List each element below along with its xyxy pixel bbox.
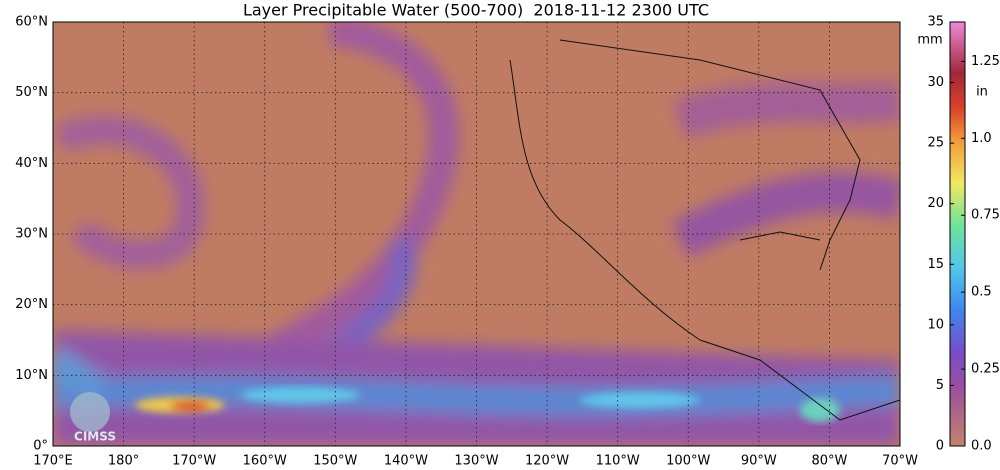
mm-tick-label: 35: [927, 15, 944, 30]
mm-tick-label: 20: [927, 196, 944, 211]
lon-label: 120°W: [525, 454, 569, 469]
moisture-field: [53, 22, 900, 446]
lon-label: 100°W: [666, 454, 710, 469]
lat-label: 60°N: [15, 15, 48, 30]
moisture-peaks: [135, 387, 840, 422]
mm-tick-label: 10: [927, 317, 944, 332]
colorbar-unit-in: in: [976, 85, 988, 100]
in-tick-label: 0.5: [971, 285, 992, 300]
in-tick-label: 0.75: [971, 208, 1000, 223]
lat-label: 30°N: [15, 227, 48, 242]
lat-label: 0°: [33, 439, 48, 454]
mm-tick-label: 25: [927, 136, 944, 151]
lon-label: 170°E: [33, 454, 73, 469]
lat-label: 40°N: [15, 156, 48, 171]
mm-tick-label: 5: [936, 378, 944, 393]
lon-label: 180°: [108, 454, 139, 469]
colorbar: [949, 21, 966, 447]
title: Layer Precipitable Water (500-700) 2018-…: [243, 1, 709, 20]
lon-label: 110°W: [596, 454, 640, 469]
map-frame: [52, 21, 901, 447]
lon-label: 80°W: [811, 454, 847, 469]
mm-tick-label: 15: [927, 257, 944, 272]
lat-label: 10°N: [15, 368, 48, 383]
lon-label: 150°W: [313, 454, 357, 469]
lon-label: 170°W: [172, 454, 216, 469]
lon-label: 130°W: [454, 454, 498, 469]
logo: CIMSS: [70, 392, 116, 444]
lat-label: 50°N: [15, 85, 48, 100]
lat-label: 20°N: [15, 297, 48, 312]
colorbar-unit-mm: mm: [917, 33, 942, 48]
lon-label: 70°W: [882, 454, 918, 469]
in-tick-label: 1.0: [971, 131, 992, 146]
lon-label: 90°W: [741, 454, 777, 469]
lon-label: 140°W: [384, 454, 428, 469]
in-tick-label: 0.25: [971, 362, 1000, 377]
logo-text: CIMSS: [74, 430, 116, 444]
mm-tick-label: 0: [936, 439, 944, 454]
map: [53, 22, 900, 446]
mm-tick-label: 30: [927, 75, 944, 90]
coastline: [509, 39, 900, 421]
lon-label: 160°W: [243, 454, 287, 469]
in-tick-label: 0.0: [971, 439, 992, 454]
in-tick-label: 1.25: [971, 54, 1000, 69]
